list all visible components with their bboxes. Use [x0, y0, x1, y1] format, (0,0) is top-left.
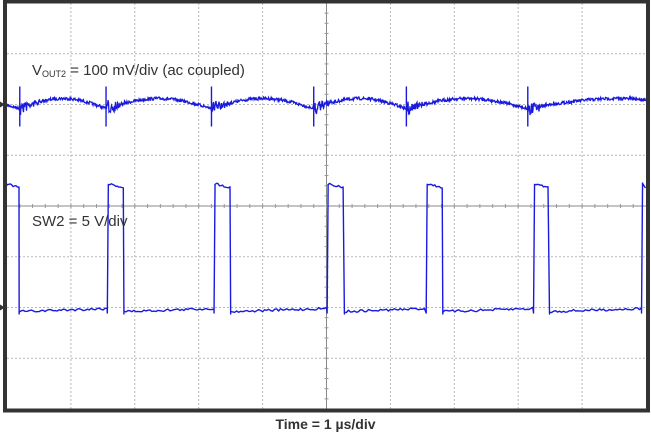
vout2-channel-label: VOUT2 = 100 mV/div (ac coupled) [32, 62, 245, 79]
sw2-ground-marker-icon [0, 304, 5, 311]
screen-frame [3, 0, 650, 413]
sw2-trace [6, 182, 647, 315]
vout-label-subscript: OUT2 [42, 69, 67, 79]
channel-markers [0, 101, 5, 311]
vout-label-main: V [32, 62, 43, 79]
vout2-ground-marker-icon [0, 101, 5, 108]
vout-label-scale: = 100 mV/div (ac coupled) [66, 62, 245, 79]
oscilloscope-screen [0, 0, 651, 413]
vout2-trace [6, 94, 647, 116]
time-axis-label: Time = 1 µs/div [275, 416, 376, 432]
sw2-channel-label: SW2 = 5 V/div [32, 213, 128, 230]
traces [6, 86, 647, 315]
